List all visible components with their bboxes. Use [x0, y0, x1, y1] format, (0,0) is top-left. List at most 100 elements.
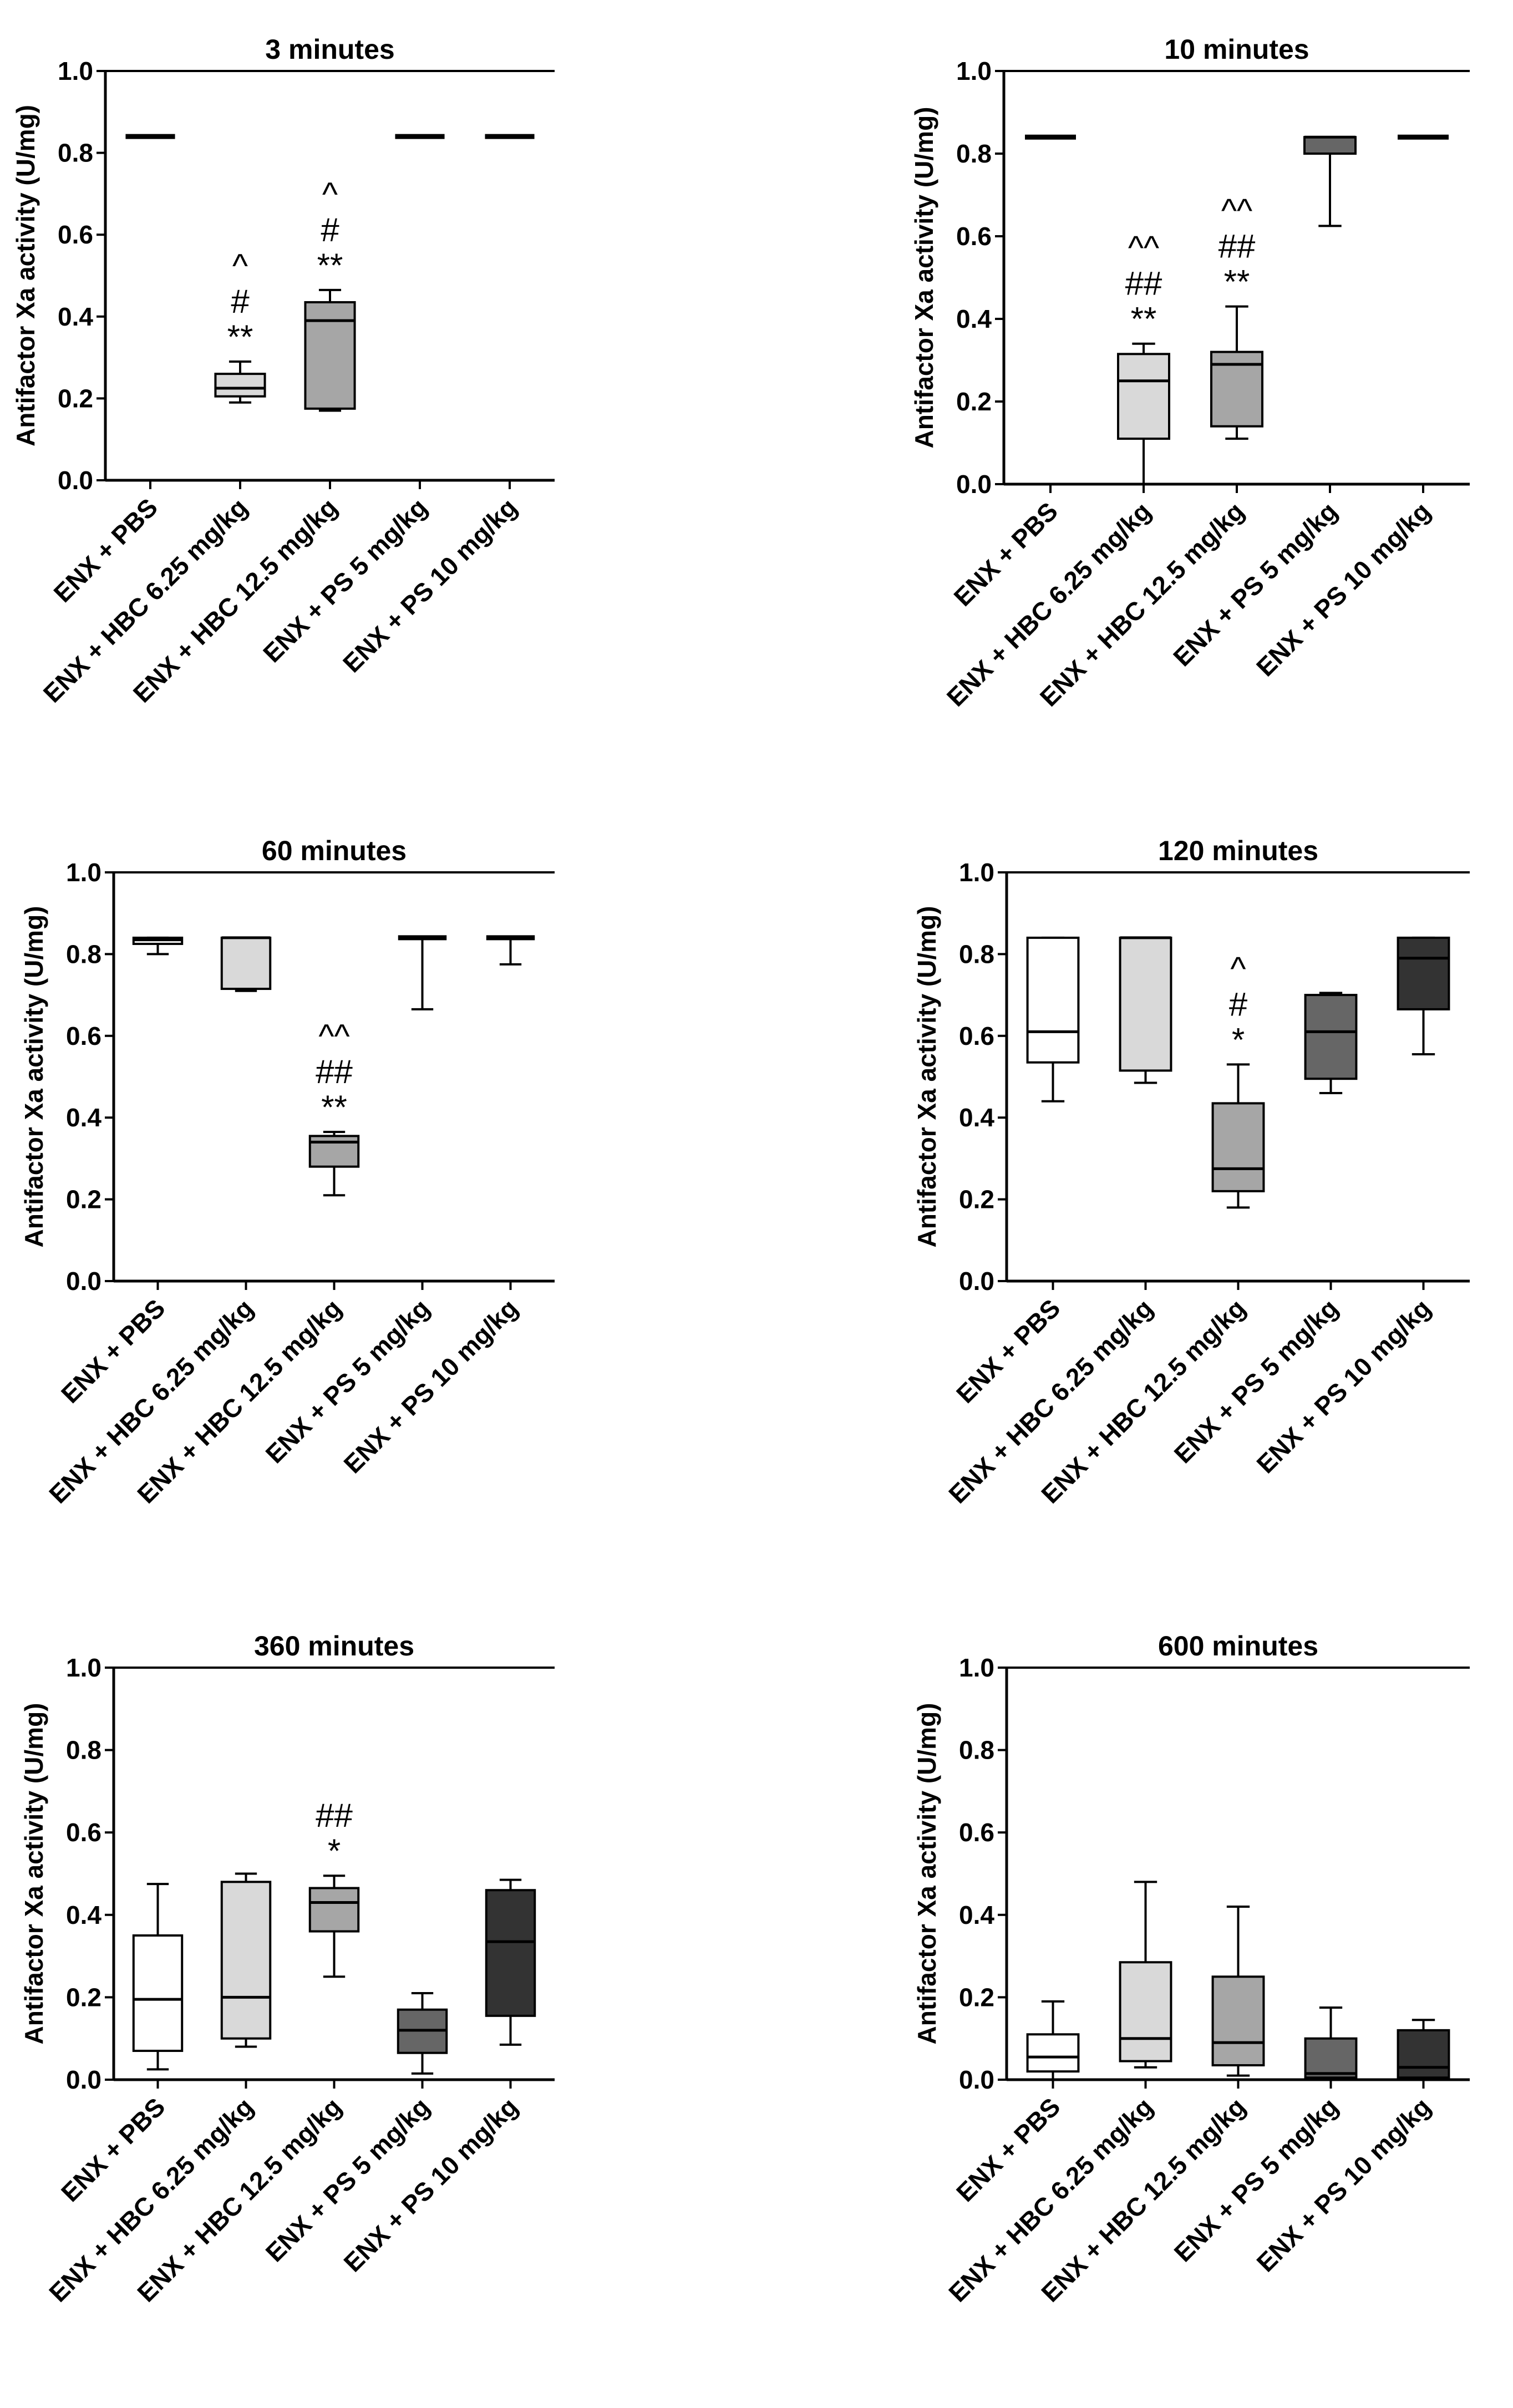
box-iqr: [220, 1881, 272, 2040]
box-iqr: [1211, 1102, 1265, 1192]
x-category-label: ENX + PS 10 mg/kg: [1251, 496, 1436, 682]
box-group: ^^##**: [1117, 230, 1170, 485]
box-iqr: [1119, 1961, 1172, 2062]
panel-title: 60 minutes: [262, 835, 407, 866]
box-iqr: [308, 1887, 360, 1933]
y-tick-label: 0.8: [58, 139, 93, 167]
box-group: [1304, 2006, 1358, 2081]
panel-3: 60 minutes 0.0 0.2 0.4 0.6 0.8 1.0 Antifactor X…: [19, 835, 555, 1509]
significance-marker: ^^: [1128, 230, 1159, 267]
x-category-label: ENX + PS 5 mg/kg: [1169, 2092, 1344, 2267]
y-tick-label: 0.6: [956, 222, 992, 251]
x-category-label: ENX + PS 5 mg/kg: [257, 492, 433, 668]
box-iqr: [304, 301, 356, 410]
box-group: [1397, 2019, 1450, 2081]
panel-title: 120 minutes: [1158, 835, 1318, 866]
panel-title: 600 minutes: [1158, 1630, 1318, 1662]
y-tick-label: 0.6: [66, 1818, 101, 1847]
y-axis-title: Antifactor Xa activity (U/mg): [912, 906, 941, 1248]
significance-marker: ##: [1218, 228, 1256, 265]
box-iqr: [1211, 1975, 1265, 2066]
box-iqr: [1026, 936, 1080, 1064]
box-iqr: [1119, 936, 1172, 1072]
box-iqr: [308, 1135, 360, 1168]
panel-title: 10 minutes: [1164, 34, 1309, 65]
box-group: ^#**: [304, 176, 356, 412]
box-iqr: [220, 936, 272, 990]
box-group: [398, 935, 447, 1010]
y-axis-title: Antifactor Xa activity (U/mg): [11, 105, 40, 446]
box-group: [1303, 135, 1357, 227]
y-tick-label: 0.4: [58, 302, 93, 331]
significance-marker: **: [317, 247, 343, 284]
significance-marker: ##: [316, 1797, 353, 1834]
y-tick-label: 1.0: [66, 1653, 101, 1682]
box-group: ^#*: [1211, 950, 1265, 1209]
significance-marker: **: [227, 318, 253, 355]
box-group: [220, 936, 272, 992]
y-tick-label: 0.4: [956, 304, 992, 333]
box-group: ^#**: [214, 247, 266, 404]
box-iqr: [1304, 994, 1358, 1080]
significance-marker: #: [1229, 985, 1248, 1023]
y-tick-label: 0.8: [959, 939, 994, 968]
y-axis-title: Antifactor Xa activity (U/mg): [19, 1703, 48, 2045]
y-tick-label: 0.0: [956, 470, 992, 499]
x-category-label: ENX + PS 10 mg/kg: [338, 2092, 523, 2277]
panel-1: 3 minutes 0.0 0.2 0.4 0.6 0.8 1.0 Antifactor Xa…: [11, 34, 555, 708]
box-group: ^^##**: [308, 1018, 360, 1197]
x-category-label: ENX + PS 10 mg/kg: [1251, 1293, 1436, 1479]
significance-marker: ^: [1230, 950, 1246, 987]
box-group: [485, 1878, 536, 2046]
significance-marker: **: [1131, 301, 1157, 338]
significance-marker: *: [328, 1832, 341, 1869]
y-tick-label: 0.0: [58, 466, 93, 495]
y-tick-label: 0.4: [66, 1901, 101, 1929]
box-group: [1026, 2000, 1080, 2081]
y-tick-label: 0.2: [956, 387, 992, 416]
y-tick-label: 0.2: [959, 1185, 994, 1214]
panel-2: 10 minutes 0.0 0.2 0.4 0.6 0.8 1.0 Antifactor X…: [910, 34, 1470, 712]
box-iqr: [1117, 353, 1170, 440]
significance-marker: ^: [232, 247, 248, 285]
panel-6: 600 minutes 0.0 0.2 0.4 0.6 0.8 1.0 Antifactor …: [912, 1630, 1470, 2308]
box-group: [132, 1883, 184, 2071]
y-tick-label: 1.0: [959, 1653, 994, 1682]
box-iqr: [1026, 2033, 1080, 2073]
y-axis-title: Antifactor Xa activity (U/mg): [912, 1703, 941, 2045]
y-tick-label: 1.0: [956, 57, 992, 85]
x-category-label: ENX + PS 5 mg/kg: [260, 1293, 435, 1469]
y-tick-label: 0.0: [66, 1267, 101, 1296]
box-iqr: [132, 1934, 184, 2052]
significance-marker: #: [231, 283, 250, 320]
y-tick-label: 0.6: [66, 1022, 101, 1050]
significance-marker: ^: [322, 176, 338, 213]
box-iqr: [1304, 2037, 1358, 2079]
y-tick-label: 0.8: [959, 1736, 994, 1765]
y-tick-label: 0.4: [959, 1103, 994, 1132]
box-group: [220, 1872, 272, 2048]
x-category-label: ENX + PS 10 mg/kg: [337, 492, 522, 678]
box-iqr: [1397, 2029, 1450, 2079]
y-tick-label: 0.0: [66, 2065, 101, 2094]
significance-marker: ##: [316, 1053, 353, 1090]
significance-marker: **: [321, 1089, 347, 1126]
box-group: [486, 935, 535, 966]
box-group: ##*: [308, 1797, 360, 1978]
y-tick-label: 0.8: [66, 939, 101, 968]
box-group: [132, 936, 184, 956]
y-axis-title: Antifactor Xa activity (U/mg): [19, 906, 48, 1248]
box-iqr: [1397, 936, 1450, 1010]
box-group: [1026, 936, 1080, 1103]
panel-title: 360 minutes: [254, 1630, 414, 1662]
y-tick-label: 0.2: [58, 384, 93, 413]
y-tick-label: 0.8: [66, 1736, 101, 1765]
x-category-label: ENX + PS 10 mg/kg: [1251, 2092, 1436, 2277]
box-iqr: [1303, 136, 1357, 155]
y-tick-label: 0.2: [66, 1185, 101, 1214]
panel-5: 360 minutes 0.0 0.2 0.4 0.6 0.8 1.0 Antifactor …: [19, 1630, 555, 2308]
box-group: [1397, 936, 1450, 1055]
y-tick-label: 0.6: [58, 220, 93, 249]
significance-marker: *: [1232, 1021, 1245, 1058]
